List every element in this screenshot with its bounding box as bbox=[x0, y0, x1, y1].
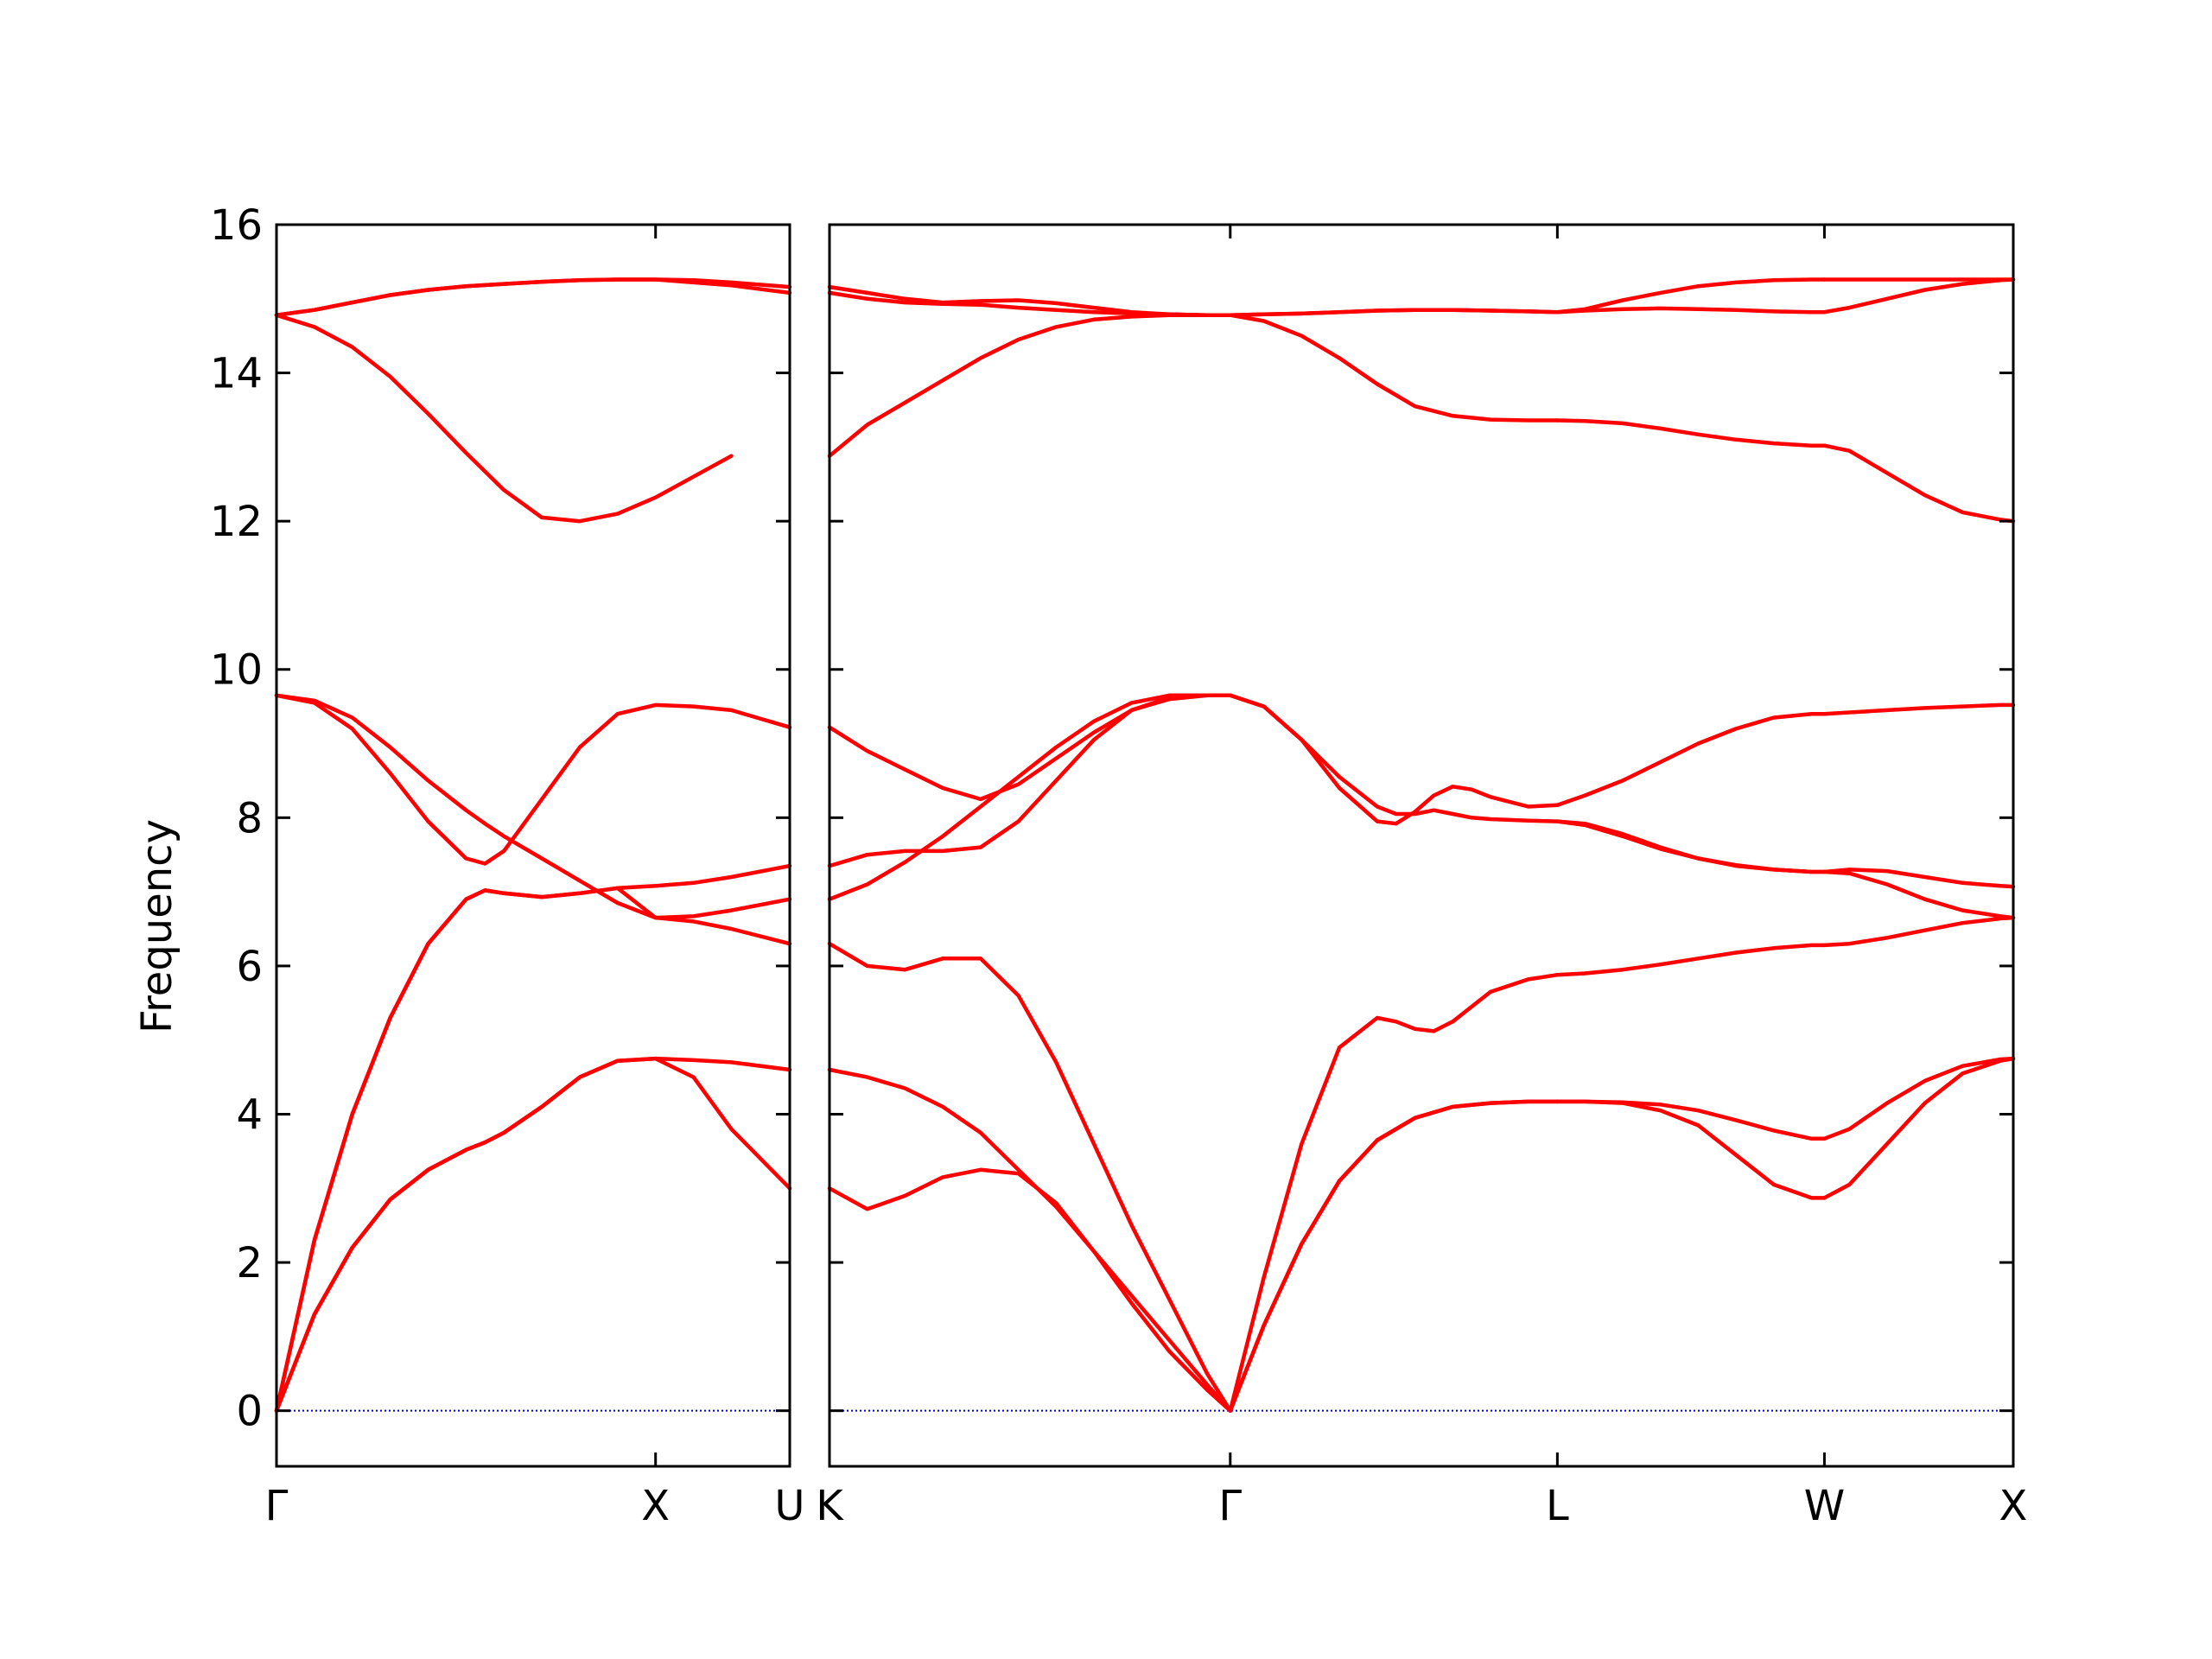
band-line bbox=[1555, 418, 1827, 448]
band-line bbox=[827, 284, 1233, 317]
band-line bbox=[1228, 1099, 1560, 1413]
x-tick-label: X bbox=[641, 1482, 670, 1530]
band-line bbox=[1228, 693, 1560, 826]
plot-frame bbox=[828, 223, 2015, 1468]
band-line bbox=[827, 313, 1233, 458]
band-line bbox=[1822, 443, 2016, 524]
band-line bbox=[827, 693, 1233, 802]
plot-panels: 0 2 4 6 8 10 12 14 16 Γ X U K Γ L W X bbox=[210, 201, 2028, 1530]
y-tick-label: 4 bbox=[236, 1090, 263, 1139]
band-line bbox=[1228, 1099, 1560, 1413]
band-line bbox=[274, 886, 792, 1413]
plot-frame bbox=[275, 223, 791, 1468]
band-line bbox=[1822, 915, 2016, 948]
band-line bbox=[1555, 819, 1827, 874]
y-tick-label: 2 bbox=[236, 1239, 263, 1287]
y-tick-label: 8 bbox=[236, 794, 263, 842]
band-line bbox=[274, 277, 792, 317]
band-line bbox=[827, 693, 1233, 901]
y-axis-label: Frequency bbox=[133, 819, 181, 1033]
band-line bbox=[827, 1167, 1233, 1413]
x-tick-label: U bbox=[774, 1482, 804, 1530]
band-line bbox=[1555, 1099, 1827, 1200]
band-line bbox=[274, 1056, 792, 1413]
y-tick-label: 6 bbox=[236, 943, 263, 991]
band-line bbox=[274, 313, 734, 524]
band-line bbox=[274, 693, 792, 946]
band-line bbox=[1555, 943, 1827, 977]
y-tick-label: 0 bbox=[236, 1388, 263, 1436]
x-tick-label: W bbox=[1804, 1482, 1845, 1530]
band-line bbox=[827, 693, 1233, 868]
band-line bbox=[1555, 1099, 1827, 1141]
band-line bbox=[1555, 306, 1827, 315]
band-line bbox=[1228, 313, 1560, 423]
band-line bbox=[827, 941, 1233, 1413]
band-line bbox=[1822, 702, 2016, 716]
x-tick-label: Γ bbox=[1218, 1482, 1242, 1530]
panel-1: 0 2 4 6 8 10 12 14 16 Γ X U bbox=[210, 201, 805, 1530]
band-line bbox=[1822, 868, 2016, 889]
band-line bbox=[1555, 277, 1827, 315]
x-tick-label: X bbox=[1999, 1482, 2028, 1530]
band-line bbox=[1822, 277, 2016, 315]
band-line bbox=[1555, 711, 1827, 807]
band-line bbox=[274, 693, 792, 866]
band-line bbox=[274, 277, 792, 317]
band-line bbox=[827, 1067, 1233, 1413]
y-tick-label: 16 bbox=[210, 201, 263, 250]
band-line bbox=[1228, 972, 1560, 1413]
y-tick-label: 12 bbox=[210, 498, 263, 546]
band-line bbox=[1228, 308, 1560, 317]
y-tick-label: 10 bbox=[210, 646, 263, 695]
band-line bbox=[1822, 1056, 2016, 1141]
x-tick-label: Γ bbox=[265, 1482, 289, 1530]
x-tick-label: L bbox=[1546, 1482, 1569, 1530]
x-tick-label: K bbox=[816, 1482, 844, 1530]
band-line bbox=[1822, 869, 2016, 920]
y-tick-label: 14 bbox=[210, 350, 263, 398]
band-line bbox=[274, 863, 792, 1413]
